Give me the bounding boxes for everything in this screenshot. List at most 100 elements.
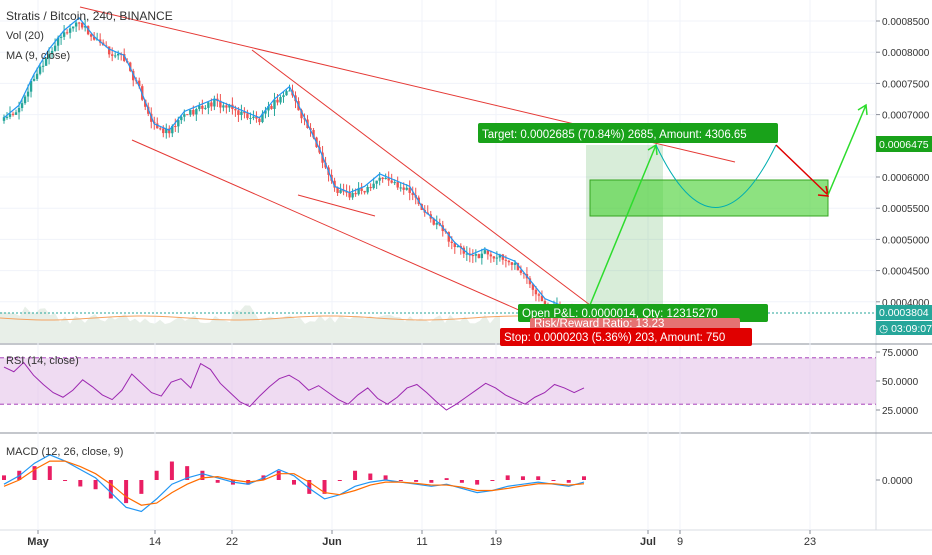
projection-down-arrow [775, 144, 829, 196]
candle-body [68, 28, 72, 33]
candle-body [26, 91, 30, 97]
candle-body [243, 111, 246, 114]
macd-hist-bar [383, 475, 388, 480]
rr-label: Risk/Reward Ratio: 13.23 [534, 318, 664, 330]
rsi-band [0, 357, 876, 405]
price-tick-label-1: 0.0008000 [882, 48, 930, 59]
candle-body [537, 294, 541, 296]
macd-hist-bar [444, 478, 449, 480]
candle-body [174, 126, 177, 128]
candle-body [501, 254, 505, 260]
macd-hist-bar [475, 480, 480, 485]
candle-body [363, 190, 366, 193]
candle-body [522, 272, 526, 275]
candle-body [387, 177, 390, 181]
candle-body [41, 65, 45, 67]
candle-body [312, 130, 315, 138]
macd-hist-bar [124, 480, 129, 504]
candle-body [474, 254, 478, 256]
candle-body [246, 113, 249, 119]
macd-hist-bar [490, 480, 495, 481]
candle-body [498, 254, 502, 258]
candle-body [123, 54, 126, 61]
candle-body [282, 95, 285, 98]
candle-body [80, 22, 84, 28]
candle-body [225, 105, 228, 108]
candle-body [369, 186, 372, 189]
price-tick-label-8: 0.0004000 [882, 298, 930, 309]
rsi-title: RSI (14, close) [6, 355, 79, 367]
candle-body [405, 187, 408, 190]
countdown-text: ◷ 03:09:07 [879, 323, 932, 335]
candle-body [113, 55, 117, 57]
last-price-text: 0.0006475 [879, 139, 929, 151]
macd-line [3, 454, 585, 513]
candle-body [300, 110, 303, 119]
candle-body [399, 187, 402, 189]
candle-body [210, 102, 213, 107]
candle-body [228, 104, 231, 108]
candle-body [534, 289, 538, 295]
macd-hist-bar [459, 480, 464, 483]
macd-hist-bar [47, 466, 52, 480]
candle-body [177, 120, 180, 127]
ma-legend: MA (9, close) [6, 50, 70, 62]
time-tick-label-7: 9 [677, 536, 683, 548]
stop-label-bg[interactable] [500, 328, 752, 346]
macd-hist-bar [154, 470, 159, 480]
candle-body [213, 98, 216, 107]
current-price-text: 0.0003804 [879, 307, 929, 319]
macd-hist-bar [337, 480, 342, 481]
candle-body [381, 177, 384, 180]
candle-body [267, 106, 270, 111]
candle-body [50, 50, 54, 55]
candle-body [71, 26, 75, 29]
candle-body [333, 180, 336, 188]
price-tick-label-4: 0.0006000 [882, 173, 930, 184]
candle-body [20, 103, 24, 109]
macd-hist-bar [139, 480, 144, 494]
candle-body [519, 270, 523, 273]
candle-body [56, 37, 60, 46]
candle-body [29, 80, 33, 92]
candle-body [354, 193, 357, 195]
candle-body [402, 187, 405, 190]
macd-title: MACD (12, 26, close, 9) [6, 446, 123, 458]
time-tick-label-2: 22 [226, 536, 238, 548]
candle-body [453, 242, 456, 248]
candle-body [390, 180, 393, 183]
open-label-bg[interactable] [518, 304, 768, 322]
time-tick-label-0: May [27, 536, 49, 548]
macd-hist-bar [93, 480, 98, 490]
rsi-tick-label-0: 75.0000 [882, 348, 919, 359]
macd-hist-bar [551, 480, 556, 481]
trendline-1 [131, 139, 538, 319]
macd-hist-bar [368, 473, 373, 480]
open-label: Open P&L: 0.0000014, Qty: 12315270 [522, 308, 718, 320]
stop-label: Stop: 0.0000203 (5.36%) 203, Amount: 750 [504, 332, 725, 344]
macd-hist-bar [108, 480, 113, 499]
candle-body [186, 114, 189, 116]
candle-body [162, 128, 165, 134]
candle-body [279, 97, 282, 103]
candle-body [117, 53, 120, 56]
target-label-bg[interactable] [478, 123, 778, 143]
candle-body [483, 250, 487, 254]
candle-body [252, 116, 255, 119]
candle-body [261, 113, 264, 123]
candle-body [8, 113, 12, 117]
macd-hist-bar [307, 480, 312, 494]
candle-body [264, 110, 267, 114]
target-zone [586, 145, 663, 305]
volume-ma-line [0, 315, 559, 321]
candle-body [5, 116, 9, 118]
macd-hist-bar [63, 480, 68, 481]
candle-body [168, 128, 171, 134]
candle-body [270, 106, 273, 109]
candle-body [183, 114, 186, 117]
trendline-3 [297, 194, 376, 217]
candle-body [86, 26, 90, 35]
arrowhead-2 [817, 185, 829, 197]
